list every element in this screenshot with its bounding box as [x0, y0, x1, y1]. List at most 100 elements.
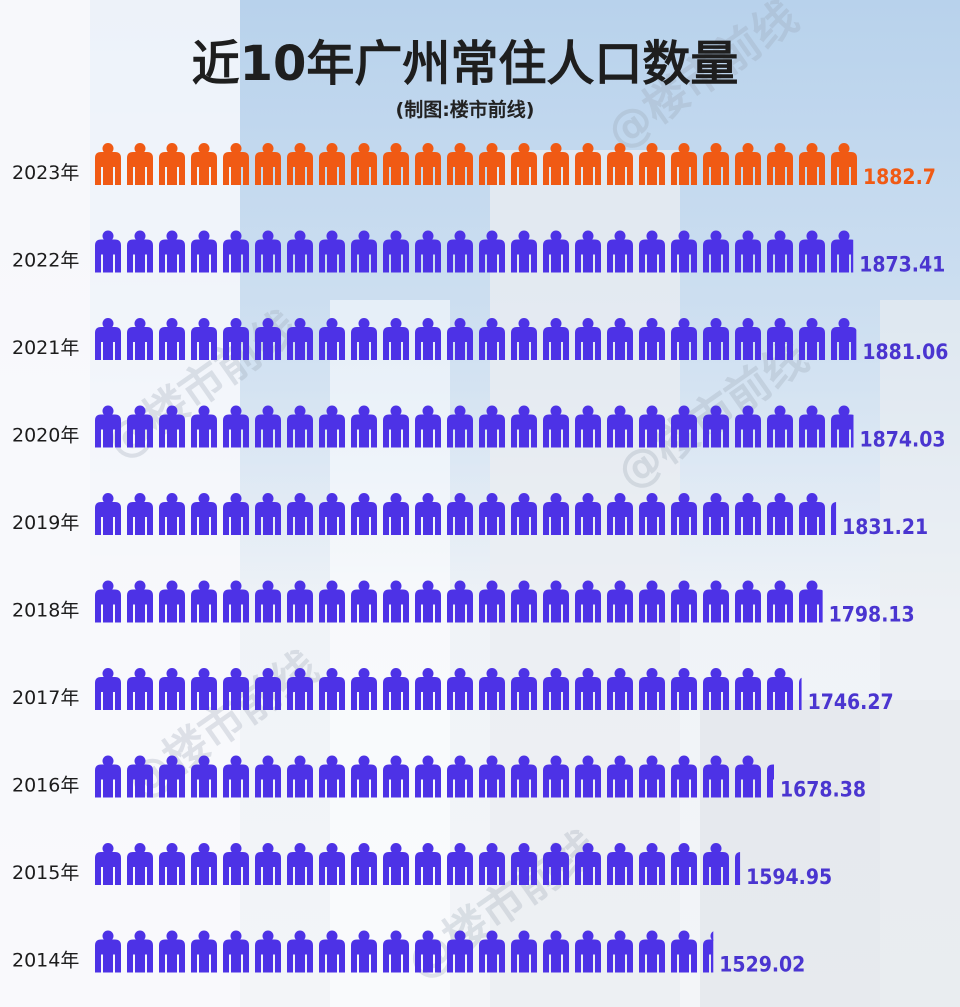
person-icon: [351, 580, 377, 623]
person-icon: [639, 230, 665, 273]
person-icon: [543, 930, 569, 973]
person-icon: [767, 405, 793, 448]
person-icon: [351, 668, 377, 710]
person-icon: [575, 493, 601, 535]
person-icon: [575, 843, 601, 885]
person-icon: [799, 143, 825, 185]
person-icon: [95, 318, 121, 360]
person-icon: [415, 143, 441, 185]
person-icon: [127, 843, 153, 885]
person-icon: [95, 668, 121, 710]
person-icon: [575, 755, 601, 798]
person-icon: [351, 843, 377, 885]
person-icon: [575, 143, 601, 185]
person-icon: [767, 764, 774, 798]
person-icon: [671, 668, 697, 710]
person-icon: [95, 143, 121, 185]
pictogram-bar: [95, 230, 854, 273]
pictogram-bar: [95, 405, 854, 448]
person-icon: [447, 930, 473, 973]
person-icon: [447, 230, 473, 273]
person-icon: [351, 318, 377, 360]
person-icon: [159, 405, 185, 448]
value-label: 1529.02: [719, 953, 805, 977]
person-icon: [671, 493, 697, 535]
person-icon: [159, 930, 185, 973]
year-label: 2019年: [12, 512, 79, 534]
person-icon: [607, 843, 633, 885]
person-icon: [479, 143, 505, 185]
person-icon: [575, 405, 601, 448]
person-icon: [511, 930, 537, 973]
pictogram-bar: [95, 580, 823, 623]
value-label: 1873.41: [859, 253, 945, 277]
year-label: 2014年: [12, 950, 79, 972]
person-icon: [95, 405, 121, 448]
person-icon: [831, 230, 854, 273]
person-icon: [319, 405, 345, 448]
person-icon: [159, 668, 185, 710]
person-icon: [127, 493, 153, 535]
year-label: 2023年: [12, 162, 79, 184]
pictogram-bar: [95, 318, 857, 360]
person-icon: [511, 493, 537, 535]
person-icon: [95, 755, 121, 798]
person-icon: [383, 843, 409, 885]
person-icon: [479, 668, 505, 710]
person-icon: [319, 930, 345, 973]
person-icon: [127, 318, 153, 360]
person-icon: [447, 493, 473, 535]
person-icon: [543, 843, 569, 885]
person-icon: [223, 405, 249, 448]
person-icon: [831, 318, 857, 360]
person-icon: [575, 318, 601, 360]
person-icon: [383, 318, 409, 360]
person-icon: [607, 930, 633, 973]
person-icon: [415, 405, 441, 448]
person-icon: [831, 502, 837, 535]
person-icon: [223, 143, 249, 185]
value-label: 1746.27: [808, 690, 894, 714]
person-icon: [671, 143, 697, 185]
person-icon: [575, 930, 601, 973]
value-label: 1678.38: [780, 778, 866, 802]
person-icon: [415, 668, 441, 710]
person-icon: [639, 843, 665, 885]
year-label: 2020年: [12, 425, 79, 447]
person-icon: [447, 405, 473, 448]
person-icon: [639, 318, 665, 360]
person-icon: [671, 843, 697, 885]
person-icon: [319, 230, 345, 273]
person-icon: [703, 143, 729, 185]
person-icon: [543, 580, 569, 623]
person-icon: [607, 580, 633, 623]
person-icon: [319, 580, 345, 623]
pictogram-bar: [95, 143, 857, 185]
person-icon: [799, 580, 823, 623]
person-icon: [415, 755, 441, 798]
person-icon: [703, 931, 714, 973]
chart-title: 近10年广州常住人口数量: [191, 36, 739, 92]
person-icon: [767, 580, 793, 623]
person-icon: [703, 230, 729, 273]
person-icon: [767, 143, 793, 185]
person-icon: [159, 755, 185, 798]
person-icon: [351, 143, 377, 185]
person-icon: [799, 677, 802, 710]
background-building: [880, 300, 960, 1007]
person-icon: [543, 668, 569, 710]
person-icon: [383, 143, 409, 185]
person-icon: [767, 318, 793, 360]
person-icon: [383, 930, 409, 973]
pictogram-bar: [95, 493, 837, 535]
person-icon: [351, 493, 377, 535]
person-icon: [671, 405, 697, 448]
person-icon: [351, 755, 377, 798]
person-icon: [223, 318, 249, 360]
person-icon: [383, 755, 409, 798]
person-icon: [671, 230, 697, 273]
person-icon: [383, 580, 409, 623]
person-icon: [191, 143, 217, 185]
person-icon: [543, 405, 569, 448]
person-icon: [671, 755, 697, 798]
